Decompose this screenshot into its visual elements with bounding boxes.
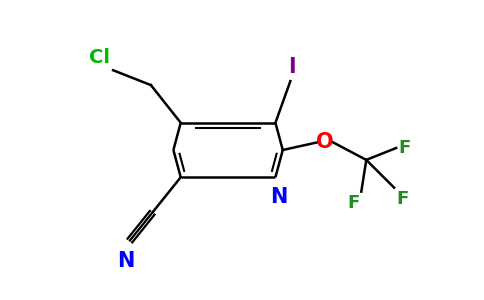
Text: N: N bbox=[118, 251, 135, 271]
Text: F: F bbox=[398, 139, 410, 157]
Text: N: N bbox=[270, 187, 287, 207]
Text: I: I bbox=[288, 57, 296, 77]
Text: F: F bbox=[347, 194, 359, 211]
Text: O: O bbox=[316, 132, 333, 152]
Text: F: F bbox=[396, 190, 408, 208]
Text: Cl: Cl bbox=[89, 48, 110, 67]
